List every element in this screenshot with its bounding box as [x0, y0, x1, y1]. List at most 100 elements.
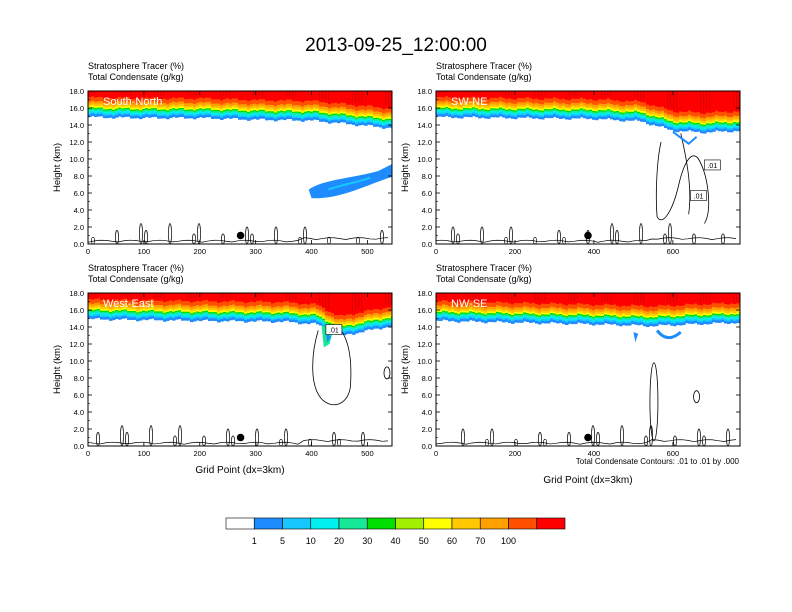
tracer-band	[652, 113, 656, 116]
tracer-band	[130, 293, 134, 301]
tracer-band	[364, 122, 368, 126]
tracer-band	[274, 105, 278, 109]
tracer-band	[493, 302, 497, 307]
tracer-band	[451, 97, 455, 103]
tracer-band	[256, 110, 260, 113]
tracer-streak	[88, 293, 90, 296]
y-tick-label: 2.0	[422, 425, 432, 434]
tracer-band	[286, 107, 290, 111]
tracer-band	[250, 108, 254, 111]
tracer-band	[586, 318, 590, 321]
tracer-band	[520, 311, 524, 314]
tracer-band	[487, 112, 491, 115]
tracer-band	[439, 307, 443, 311]
tracer-band	[688, 318, 692, 322]
tracer-band	[613, 308, 617, 312]
tracer-band	[229, 110, 233, 113]
tracer-streak	[577, 293, 579, 300]
tracer-band	[736, 128, 740, 132]
tracer-band	[712, 314, 716, 317]
tracer-band	[637, 315, 641, 318]
tracer-band	[232, 310, 236, 313]
tracer-band	[244, 113, 248, 116]
tracer-band	[208, 317, 212, 321]
tracer-band	[631, 310, 635, 314]
tracer-band	[571, 109, 575, 113]
tracer-band	[148, 104, 152, 108]
tracer-band	[445, 304, 449, 308]
tracer-band	[553, 101, 557, 105]
tracer-band	[604, 318, 608, 321]
tracer-band	[241, 113, 245, 116]
tracer-band	[628, 112, 632, 115]
tracer-band	[232, 313, 236, 316]
tracer-band	[562, 304, 566, 309]
tracer-band	[493, 317, 497, 320]
tracer-band	[607, 108, 611, 111]
tracer-band	[517, 108, 521, 110]
tracer-band	[574, 111, 578, 115]
tracer-band	[601, 108, 605, 111]
tracer-band	[112, 105, 116, 109]
tracer-band	[91, 299, 95, 304]
tracer-band	[163, 293, 167, 303]
tracer-band	[526, 105, 530, 108]
tracer-band	[334, 102, 338, 108]
tracer-band	[523, 114, 527, 118]
tracer-band	[361, 115, 365, 118]
tracer-band	[691, 320, 695, 324]
tracer-band	[484, 108, 488, 111]
tracer-band	[520, 91, 524, 99]
tracer-band	[490, 91, 494, 98]
tracer-band	[286, 115, 290, 120]
tracer-band	[703, 120, 707, 123]
tracer-band	[235, 305, 239, 309]
tracer-band	[370, 109, 374, 113]
low-level-contour	[504, 236, 508, 244]
y-tick-label: 10.0	[69, 357, 84, 366]
tracer-band	[553, 302, 557, 308]
tracer-band	[145, 107, 149, 110]
tracer-band	[163, 301, 167, 307]
tracer-band	[109, 309, 113, 312]
tracer-band	[259, 107, 263, 110]
tracer-band	[484, 313, 488, 316]
tracer-band	[544, 113, 548, 116]
y-tick-label: 18.0	[69, 289, 84, 298]
tracer-band	[589, 319, 593, 323]
tracer-band	[646, 114, 650, 117]
tracer-band	[325, 106, 329, 110]
tracer-band	[658, 113, 662, 116]
panel-2: Stratosphere Tracer (%)Total Condensate …	[400, 61, 741, 256]
tracer-band	[166, 105, 170, 109]
tracer-band	[682, 121, 686, 124]
tracer-band	[583, 314, 587, 317]
tracer-band	[346, 320, 350, 324]
tracer-band	[439, 311, 443, 314]
tracer-band	[505, 310, 509, 313]
tracer-band	[256, 293, 260, 302]
tracer-band	[361, 316, 365, 320]
tracer-band	[721, 306, 725, 310]
tracer-band	[679, 119, 683, 123]
tracer-band	[190, 310, 194, 314]
tracer-band	[178, 91, 182, 98]
tracer-band	[733, 307, 737, 311]
tracer-band	[115, 312, 119, 315]
tracer-band	[601, 114, 605, 117]
tracer-band	[631, 308, 635, 312]
tracer-band	[112, 98, 116, 104]
tracer-band	[364, 117, 368, 120]
tracer-band	[238, 103, 242, 108]
tracer-band	[520, 317, 524, 321]
tracer-band	[295, 104, 299, 108]
tracer-streak	[319, 293, 321, 303]
tracer-band	[238, 116, 242, 120]
tracer-band	[205, 110, 209, 113]
tracer-band	[712, 120, 716, 123]
tracer-band	[121, 312, 125, 315]
tracer-band	[232, 114, 236, 118]
tracer-band	[673, 128, 677, 132]
tracer-band	[250, 309, 254, 313]
tracer-band	[169, 106, 173, 110]
